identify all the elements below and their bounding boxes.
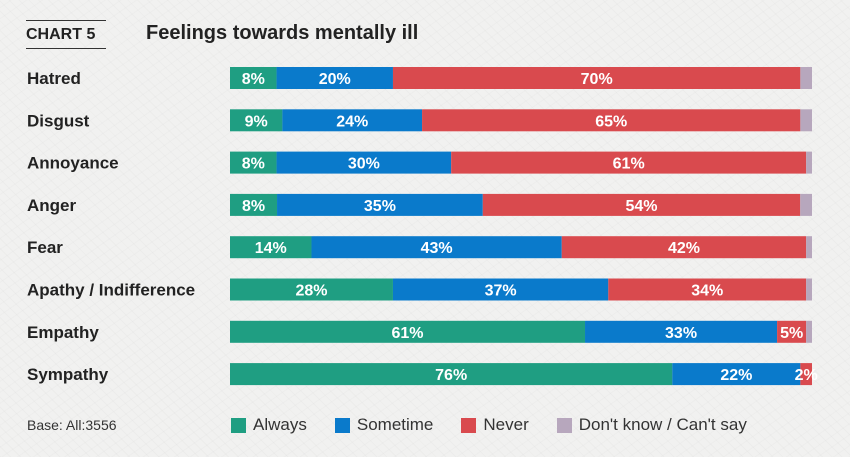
data-label-fear-sometime: 43% xyxy=(421,240,453,257)
bar-sympathy-never xyxy=(800,363,812,386)
data-label-disgust-never: 65% xyxy=(595,113,627,130)
legend-item-always: Always xyxy=(231,415,307,435)
bar-anger-sometime xyxy=(277,193,483,216)
bar-hatred-sometime xyxy=(276,67,393,89)
bar-apathy-indifference-don-t-know-can-t-say xyxy=(806,278,812,301)
bar-sympathy-sometime xyxy=(672,363,801,386)
data-label-apathy-indifference-sometime: 37% xyxy=(485,283,517,300)
data-label-anger-never: 54% xyxy=(625,198,657,215)
chart-title: Feelings towards mentally ill xyxy=(146,22,419,44)
legend-item-never: Never xyxy=(461,415,529,435)
stacked-bar-chart: Hatred 8% 20% 70% Disgust 9% 24% 65% Annoyance 8%… xyxy=(27,67,818,386)
bar-empathy-always xyxy=(230,320,586,343)
legend-item-don-t-know-can-t-say: Don't know / Can't say xyxy=(556,415,747,435)
legend-swatch-never xyxy=(461,417,477,433)
data-label-annoyance-always: 8% xyxy=(242,156,265,173)
bar-sympathy-always xyxy=(230,363,673,386)
bar-hatred-don-t-know-can-t-say xyxy=(800,67,812,89)
bar-annoyance-never xyxy=(451,151,807,174)
category-label-apathy-indifference: Apathy / Indifference xyxy=(27,281,195,300)
bar-disgust-don-t-know-can-t-say xyxy=(800,109,812,132)
data-label-annoyance-never: 61% xyxy=(613,156,645,173)
data-label-hatred-sometime: 20% xyxy=(319,71,351,88)
legend-item-sometime: Sometime xyxy=(334,415,434,435)
bar-fear-sometime xyxy=(311,236,562,259)
category-label-sympathy: Sympathy xyxy=(27,365,109,384)
bar-annoyance-sometime xyxy=(276,151,452,174)
data-label-annoyance-sometime: 30% xyxy=(348,156,380,173)
data-label-hatred-always: 8% xyxy=(242,71,265,88)
legend-swatch-don-t-know-can-t-say xyxy=(556,417,572,433)
data-label-disgust-sometime: 24% xyxy=(336,113,368,130)
bar-annoyance-always xyxy=(230,151,277,174)
category-label-annoyance: Annoyance xyxy=(27,154,119,173)
bar-fear-always xyxy=(230,236,312,259)
data-label-apathy-indifference-never: 34% xyxy=(691,283,723,300)
data-label-anger-sometime: 35% xyxy=(364,198,396,215)
data-label-disgust-always: 9% xyxy=(245,113,268,130)
data-label-anger-always: 8% xyxy=(242,198,265,215)
data-label-sympathy-never: 2% xyxy=(795,367,818,384)
bar-empathy-never xyxy=(777,320,807,343)
data-label-fear-never: 42% xyxy=(668,240,700,257)
chart-number-label: CHART 5 xyxy=(26,20,106,49)
data-label-sympathy-always: 76% xyxy=(435,367,467,384)
data-label-empathy-never: 5% xyxy=(780,325,803,342)
data-label-empathy-always: 61% xyxy=(391,325,423,342)
legend-swatch-always xyxy=(231,417,246,433)
bar-anger-always xyxy=(230,193,278,216)
category-label-anger: Anger xyxy=(27,196,77,215)
bar-fear-don-t-know-can-t-say xyxy=(806,236,812,259)
data-label-hatred-never: 70% xyxy=(581,71,613,88)
base-note: Base: All:3556 xyxy=(27,417,117,433)
category-label-fear: Fear xyxy=(27,238,63,257)
bar-anger-don-t-know-can-t-say xyxy=(800,193,812,216)
bar-empathy-sometime xyxy=(585,320,778,343)
data-label-apathy-indifference-always: 28% xyxy=(295,283,327,300)
category-label-disgust: Disgust xyxy=(27,111,90,130)
data-label-fear-always: 14% xyxy=(255,240,287,257)
bar-apathy-indifference-never xyxy=(608,278,807,301)
bar-disgust-always xyxy=(230,109,283,132)
bar-annoyance-don-t-know-can-t-say xyxy=(806,151,812,174)
bar-hatred-never xyxy=(392,67,801,89)
bar-hatred-always xyxy=(230,67,277,89)
legend-label-never: Never xyxy=(483,415,529,434)
data-label-empathy-sometime: 33% xyxy=(665,325,697,342)
legend-label-always: Always xyxy=(253,415,307,434)
data-label-sympathy-sometime: 22% xyxy=(720,367,752,384)
bar-empathy-don-t-know-can-t-say xyxy=(806,320,812,343)
legend-label-don-t-know-can-t-say: Don't know / Can't say xyxy=(578,415,747,434)
category-label-empathy: Empathy xyxy=(27,323,99,342)
bar-disgust-never xyxy=(422,109,801,132)
bar-disgust-sometime xyxy=(282,109,423,132)
bar-fear-never xyxy=(561,236,807,259)
bar-apathy-indifference-always xyxy=(230,278,393,301)
legend-swatch-sometime xyxy=(334,417,350,433)
bar-apathy-indifference-sometime xyxy=(392,278,609,301)
category-label-hatred: Hatred xyxy=(27,69,81,88)
chart-legend: Always Sometime Never Don't know / Can't sa… xyxy=(231,413,775,437)
legend-label-sometime: Sometime xyxy=(356,415,434,434)
bar-anger-never xyxy=(482,193,801,216)
